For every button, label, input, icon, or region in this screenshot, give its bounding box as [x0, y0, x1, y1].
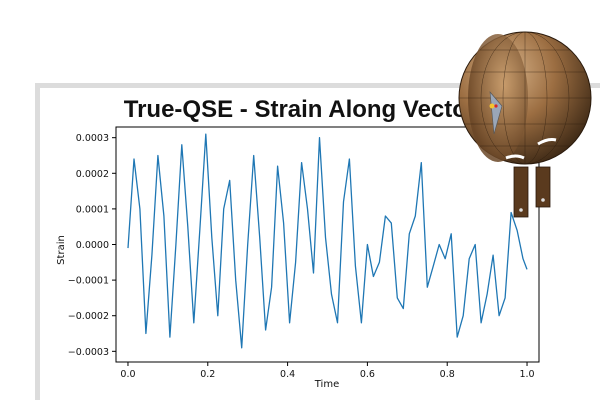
y-tick-label: 0.0003 [76, 133, 109, 144]
x-tick-label: 0.2 [200, 369, 215, 380]
chart-title: True-QSE - Strain Along Vector [123, 96, 477, 123]
y-tick-label: −0.0002 [68, 311, 109, 322]
hemisphere-model-image [458, 31, 592, 218]
x-tick-label: 1.0 [519, 369, 534, 380]
y-tick-label: 0.0000 [76, 240, 109, 251]
y-tick-label: 0.0002 [76, 169, 109, 180]
strain-line [127, 133, 528, 349]
y-tick-label: 0.0001 [76, 204, 109, 215]
y-tick-label: −0.0001 [68, 276, 109, 287]
x-axis-label: Time [314, 379, 339, 390]
x-tick-label: 0.8 [440, 369, 455, 380]
y-axis-label: Strain [56, 235, 67, 265]
x-tick-label: 0.0 [120, 369, 135, 380]
x-tick-label: 0.6 [360, 369, 375, 380]
y-tick-label: −0.0003 [68, 347, 109, 358]
x-tick-label: 0.4 [280, 369, 295, 380]
